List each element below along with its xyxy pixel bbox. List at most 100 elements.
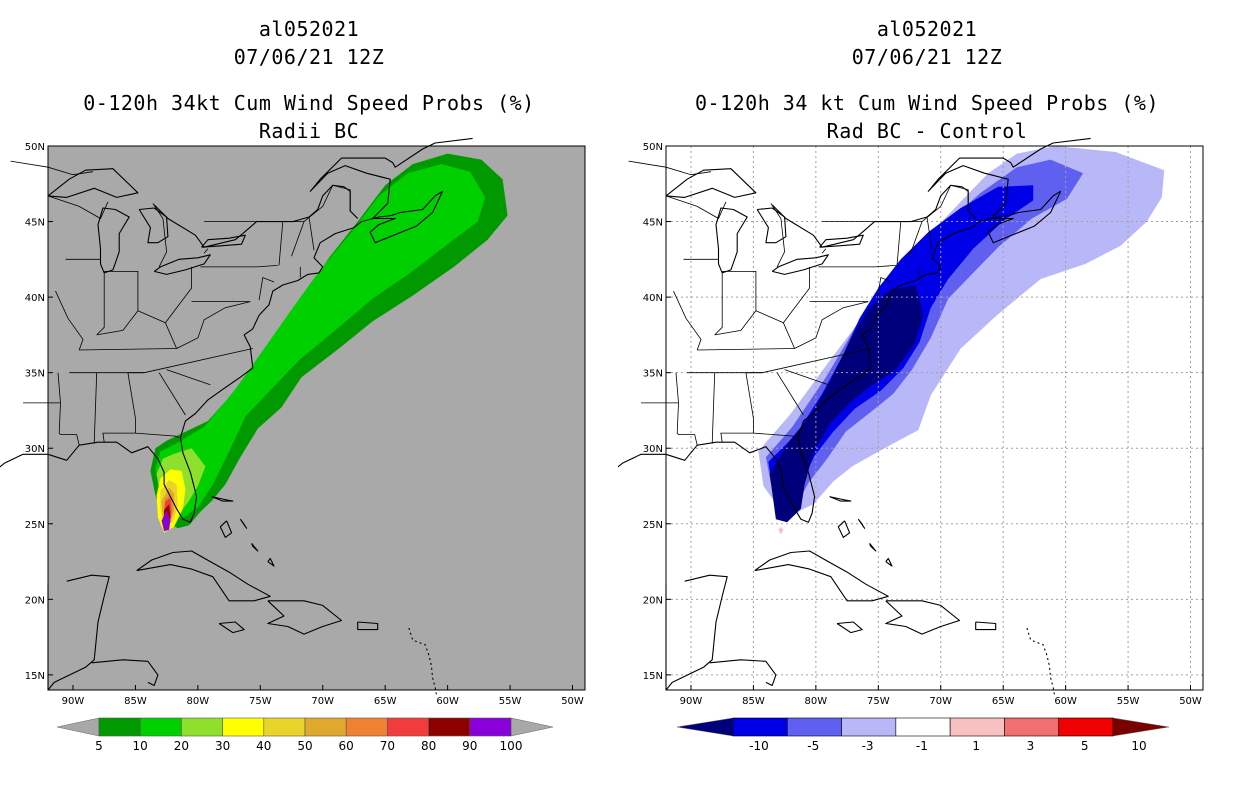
colorbar-swatch xyxy=(345,717,388,737)
bahamas-island xyxy=(211,496,234,502)
state-border xyxy=(291,221,305,257)
state-border xyxy=(258,276,275,301)
state-border xyxy=(104,270,139,311)
left-panel: al052021 07/06/21 12Z 0-120h 34kt Cum Wi… xyxy=(0,17,586,753)
state-border xyxy=(821,248,827,254)
colorbar-label: 70 xyxy=(380,739,395,753)
state-border xyxy=(909,221,923,257)
great-lake xyxy=(771,254,829,275)
colorbar-label: -3 xyxy=(862,739,874,753)
state-border xyxy=(753,432,798,438)
colorbar-swatch xyxy=(222,717,265,737)
diff-light-blue xyxy=(758,146,1165,518)
state-border xyxy=(158,372,186,416)
state-border xyxy=(144,348,253,374)
lat-label: 50N xyxy=(25,142,45,153)
great-lake xyxy=(819,234,864,248)
lon-label: 85W xyxy=(124,696,147,707)
state-border xyxy=(678,434,698,446)
colorbar-label: 40 xyxy=(256,739,271,753)
lat-label: 35N xyxy=(643,369,663,380)
lon-label: 55W xyxy=(1117,696,1140,707)
lat-label: 20N xyxy=(25,595,45,606)
island-coastline xyxy=(754,550,889,602)
state-border xyxy=(770,203,786,268)
bahamas-island xyxy=(857,518,866,529)
state-border xyxy=(794,301,869,349)
great-lake xyxy=(138,207,169,244)
state-border xyxy=(60,434,80,446)
colorbar-right-end xyxy=(1112,717,1170,737)
state-border xyxy=(47,195,109,220)
lat-label: 15N xyxy=(25,671,45,682)
colorbar-swatch xyxy=(1058,717,1114,737)
colorbar-swatch xyxy=(428,717,471,737)
map-title: 0-120h 34kt Cum Wind Speed Probs (%) xyxy=(83,91,535,115)
colorbar-swatch xyxy=(469,717,512,737)
state-border xyxy=(784,369,829,386)
state-border xyxy=(722,270,757,311)
lat-label: 50N xyxy=(643,142,663,153)
storm-id: al052021 xyxy=(876,17,978,41)
colorbar-label: 20 xyxy=(174,739,189,753)
colorbar-swatch xyxy=(263,717,306,737)
great-lake xyxy=(756,207,787,244)
state-borders xyxy=(10,160,358,446)
colorbar-swatch xyxy=(786,717,842,737)
island-coastline xyxy=(357,621,379,631)
state-border xyxy=(204,184,358,223)
colorbar-label: -5 xyxy=(807,739,819,753)
state-border xyxy=(166,369,211,386)
bahamas-island xyxy=(829,496,852,502)
yucatan-coastline xyxy=(665,574,728,691)
state-border xyxy=(200,265,278,268)
difference-map: 50N 45N 40N 35N 30N 25N 20N 15N 90W 85W 80W 75W 70W 6… xyxy=(618,137,1204,753)
lon-label: 55W xyxy=(499,696,522,707)
bahamas-island xyxy=(837,520,851,538)
diff-medium-blue xyxy=(765,159,1084,514)
prob-90-100 xyxy=(161,510,171,532)
state-border xyxy=(876,276,893,301)
state-border xyxy=(926,216,933,251)
map-area xyxy=(618,137,1204,695)
state-borders xyxy=(628,160,976,446)
lon-label: 60W xyxy=(1054,696,1077,707)
state-border xyxy=(96,310,139,336)
colorbar-swatch xyxy=(1004,717,1060,737)
colorbar-label: -10 xyxy=(749,739,769,753)
state-border xyxy=(783,322,795,349)
state-border xyxy=(711,372,716,444)
lon-label: 75W xyxy=(249,696,272,707)
island-coastline xyxy=(836,621,863,634)
map-subtitle: Radii BC xyxy=(258,119,360,143)
colorbar-label: 5 xyxy=(95,739,103,753)
state-border xyxy=(896,221,902,266)
probability-map: 50N 45N 40N 35N 30N 25N 20N 15N 90W 85W 80W 75W 70W 6… xyxy=(0,137,586,753)
colorbar-label: 1 xyxy=(972,739,980,753)
great-lake xyxy=(153,254,211,275)
lon-label: 70W xyxy=(929,696,952,707)
state-border xyxy=(93,372,98,444)
axes: 50N 45N 40N 35N 30N 25N 20N 15N 90W 85W 80W 75W 70W 6… xyxy=(643,142,1202,707)
state-border xyxy=(697,348,795,351)
lon-label: 75W xyxy=(867,696,890,707)
colorbar-swatch xyxy=(139,717,182,737)
colorbar-label: 10 xyxy=(133,739,148,753)
colorbar-label: 10 xyxy=(1131,739,1146,753)
datetime: 07/06/21 12Z xyxy=(851,45,1003,69)
coastlines xyxy=(618,137,1091,695)
state-border xyxy=(308,216,315,251)
great-lake xyxy=(97,207,130,274)
state-border xyxy=(762,348,871,374)
lat-label: 30N xyxy=(643,444,663,455)
lat-label: 20N xyxy=(643,595,663,606)
lon-label: 50W xyxy=(1179,696,1202,707)
lat-label: 45N xyxy=(25,218,45,229)
state-border xyxy=(676,402,679,435)
lat-label: 45N xyxy=(643,218,663,229)
island-coastline xyxy=(885,600,961,635)
lat-label: 15N xyxy=(643,671,663,682)
state-border xyxy=(58,402,61,435)
colorbar-label: 3 xyxy=(1027,739,1035,753)
colorbar-swatch xyxy=(895,717,951,737)
